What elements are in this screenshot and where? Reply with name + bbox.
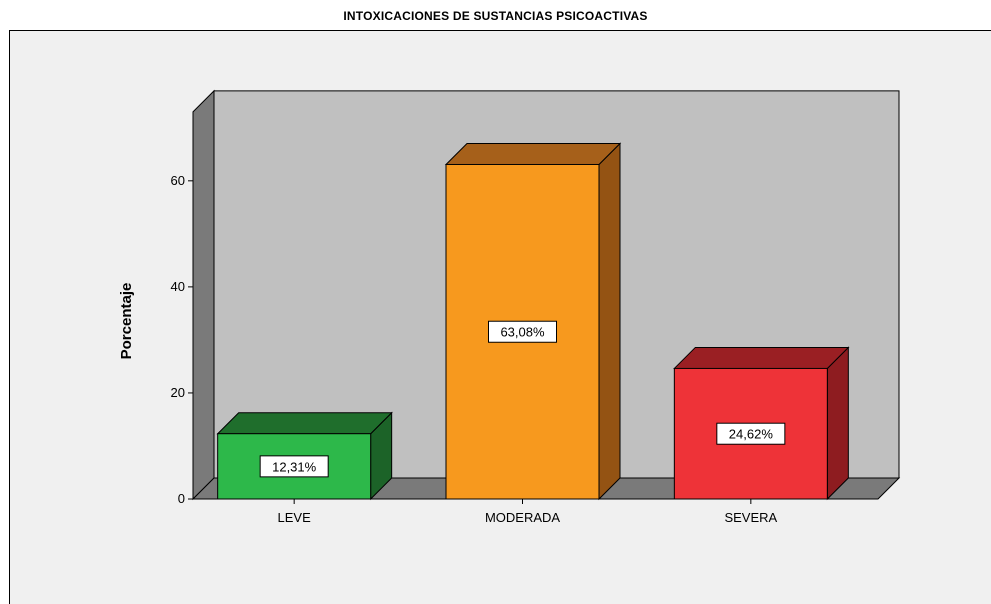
x-axis-categories: LEVE MODERADA SEVERA (278, 499, 778, 525)
bar-top (216, 412, 393, 435)
chart-area: 0 20 40 60 12,31% 63,08% 24,62% LEVE MODERADA S… (9, 30, 991, 604)
y-axis: 0 20 40 60 (171, 173, 193, 506)
data-label-box (488, 320, 557, 343)
x-category-label: SEVERA (724, 510, 777, 525)
bar-top (673, 346, 850, 369)
bar-top (444, 142, 622, 165)
bar-side (826, 346, 849, 501)
data-label: 24,62% (729, 427, 774, 442)
y-tick-label: 20 (171, 385, 185, 400)
bar-severa: 24,62% (673, 346, 850, 501)
y-axis-label: Porcentaje (118, 283, 135, 360)
bar-moderada: 63,08% (444, 142, 622, 501)
x-category-label: MODERADA (485, 510, 560, 525)
bars: 12,31% 63,08% 24,62% (216, 142, 850, 501)
bar-leve: 12,31% (216, 411, 393, 501)
data-label-box (259, 455, 329, 478)
y-tick-label: 40 (171, 279, 185, 294)
x-category-label: LEVE (278, 510, 312, 525)
data-label: 12,31% (272, 459, 317, 474)
bar-side (598, 142, 621, 501)
side-wall (192, 89, 215, 501)
y-tick-label: 0 (178, 491, 185, 506)
chart-title: INTOXICACIONES DE SUSTANCIAS PSICOACTIVA… (343, 9, 648, 23)
data-label: 63,08% (500, 325, 545, 340)
y-tick-label: 60 (171, 173, 185, 188)
data-label-box (716, 422, 786, 445)
bar-chart: 0 20 40 60 12,31% 63,08% 24,62% LEVE MODERADA S… (118, 89, 901, 525)
